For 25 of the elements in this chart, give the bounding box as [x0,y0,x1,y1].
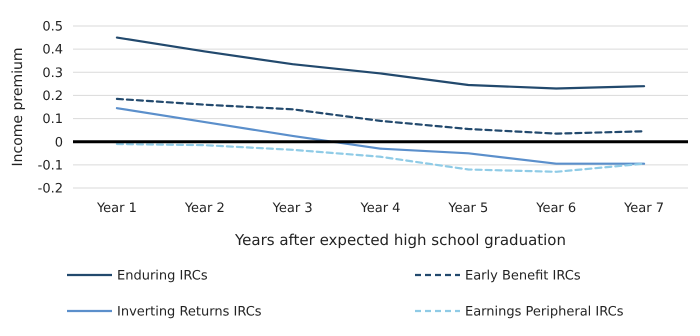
legend-label: Enduring IRCs [117,268,208,284]
line-series [116,142,646,173]
y-axis-title: Income premium [10,48,26,166]
x-axis-title: Years after expected high school graduation [234,231,566,249]
line-series [116,36,646,90]
x-tick-label: Year 4 [360,201,400,216]
y-tick-label: -0.1 [38,158,63,174]
x-tick-label: Year 1 [96,201,137,216]
x-tick-label: Year 6 [535,201,576,216]
legend-label: Inverting Returns IRCs [117,304,262,320]
y-tick-label: 0.2 [42,88,63,104]
y-tick-label: 0.5 [42,20,63,35]
y-tick-label: 0 [54,135,63,150]
x-tick-label: Year 3 [272,201,313,216]
line-series [116,107,646,165]
x-tick-label: Year 7 [623,201,664,216]
line-series [116,98,646,135]
x-tick-label: Year 5 [447,201,488,216]
y-tick-label: 0.1 [42,112,63,128]
legend-label: Earnings Peripheral IRCs [465,304,624,320]
y-tick-label: -0.2 [38,182,63,197]
y-tick-label: 0.4 [42,42,63,58]
legend-label: Early Benefit IRCs [465,268,581,284]
x-tick-label: Year 2 [184,201,225,216]
y-tick-label: 0.3 [42,66,63,81]
